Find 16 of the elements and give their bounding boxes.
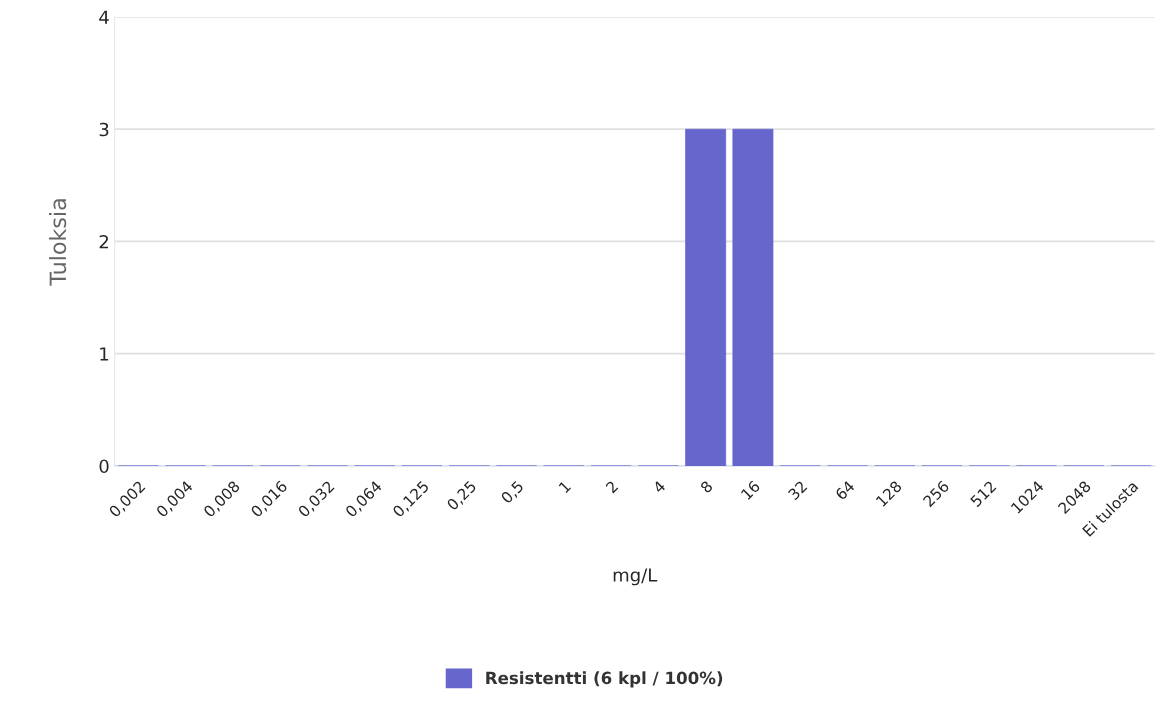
y-axis-title: Tuloksia — [49, 199, 67, 286]
x-tick-label: 64 — [834, 479, 856, 501]
x-axis-title: mg/L — [613, 568, 658, 586]
legend-label: Resistentti (6 kpl / 100%) — [486, 671, 723, 688]
y-tick-label: 2 — [99, 234, 108, 249]
x-tick-label: 8 — [699, 480, 714, 494]
y-tick-label: 4 — [99, 10, 109, 24]
x-tick-label: 0,5 — [500, 480, 526, 506]
y-tick-label: 1 — [100, 347, 109, 361]
x-tick-label: 32 — [787, 480, 808, 501]
x-tick-label: 4 — [652, 480, 666, 494]
x-tick-label: 1 — [558, 480, 572, 494]
x-tick-label: 16 — [740, 480, 761, 501]
x-tick-label: 2 — [605, 480, 619, 494]
y-tick-label: 3 — [99, 122, 109, 137]
y-tick-label: 0 — [99, 459, 109, 474]
